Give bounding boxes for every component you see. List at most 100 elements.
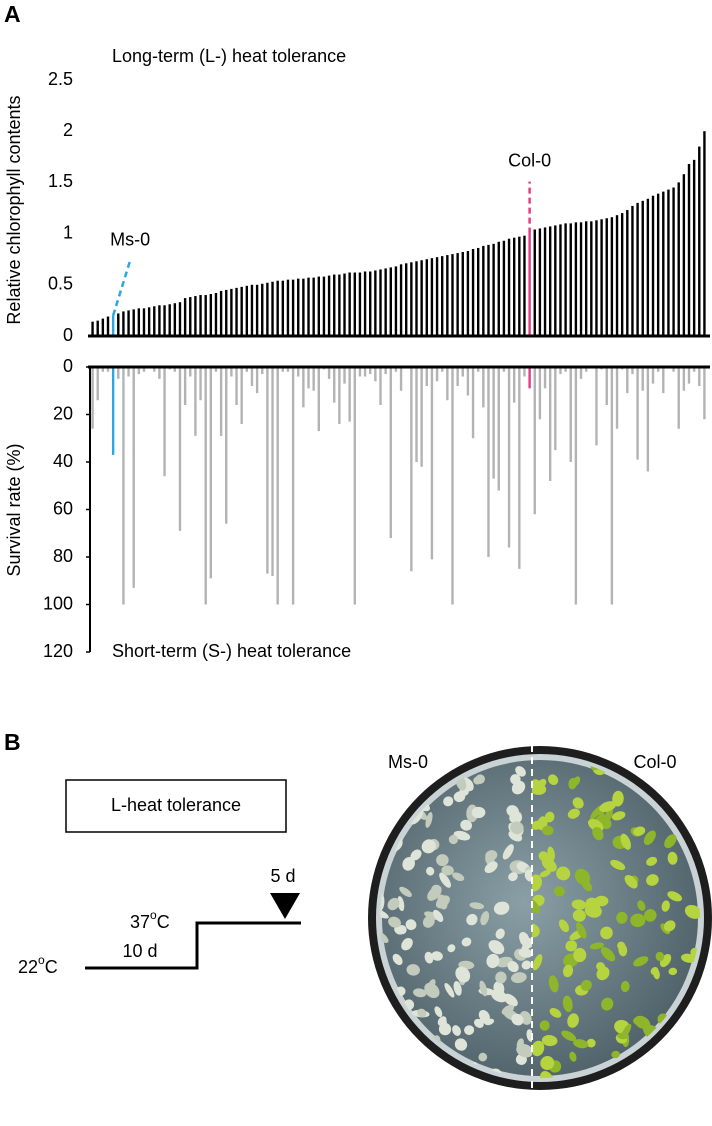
seedling-leaf — [495, 971, 507, 984]
seedling-leaf — [652, 968, 660, 980]
seedling-leaf — [539, 869, 551, 878]
y-tick-label: 2 — [63, 120, 73, 140]
seedling-leaf — [639, 1073, 655, 1078]
bar — [482, 367, 485, 408]
bar — [286, 279, 290, 336]
bar — [199, 295, 202, 336]
bar — [369, 367, 372, 375]
seedling-leaf — [588, 903, 602, 915]
seedling-leaf — [410, 809, 424, 825]
annotation: Col-0 — [508, 150, 551, 170]
bar — [502, 367, 506, 372]
plate-photo: Ms-0 Col-0 — [368, 745, 712, 1092]
temp-unit: C — [157, 912, 170, 932]
bar — [497, 241, 500, 336]
seedling-leaf — [665, 1044, 684, 1058]
bar — [147, 307, 151, 336]
seedling-leaf — [501, 1004, 515, 1015]
bar — [574, 222, 578, 336]
seedling-leaf — [447, 944, 456, 953]
bar — [266, 367, 269, 574]
bar — [312, 367, 315, 391]
y-tick-label: 60 — [53, 498, 73, 518]
seedling-leaf — [547, 846, 555, 862]
bar — [137, 308, 141, 336]
bar — [456, 367, 459, 386]
seedling-leaf — [580, 979, 592, 992]
bar — [91, 367, 94, 429]
bar — [250, 367, 254, 386]
seedling-leaf — [680, 1030, 693, 1040]
bar — [492, 367, 495, 479]
y-tick-label: 100 — [43, 593, 73, 613]
seedling-leaf — [380, 931, 389, 943]
bar — [620, 213, 624, 336]
bar — [240, 286, 243, 336]
seedling-leaf — [388, 916, 401, 928]
bar — [415, 261, 418, 336]
seedling-leaf — [484, 861, 498, 874]
bar — [579, 222, 583, 336]
protocol-box — [65, 779, 287, 833]
bar — [389, 267, 392, 336]
bar — [554, 225, 557, 336]
seedling-leaf — [562, 995, 573, 1013]
bar — [358, 367, 362, 377]
seedling-leaf — [441, 865, 454, 876]
bar — [214, 367, 218, 372]
seedling-leaf — [650, 771, 661, 778]
bar — [261, 367, 264, 375]
y-axis-label: Relative chlorophyll contents — [4, 95, 24, 324]
bar — [245, 285, 249, 336]
bar — [410, 367, 413, 572]
bar — [528, 367, 531, 389]
seedling-leaf — [452, 872, 465, 882]
bar — [297, 278, 300, 336]
high-temp: 37oC — [130, 908, 170, 932]
bar — [615, 367, 619, 429]
temp-degree: o — [150, 908, 157, 922]
seedling-leaf — [510, 821, 524, 835]
y-tick-label: 1.5 — [48, 171, 73, 191]
bar — [451, 254, 454, 336]
bar — [626, 367, 629, 394]
high-duration: 5 d — [270, 866, 295, 886]
seedling-leaf — [507, 960, 519, 973]
bar — [389, 367, 392, 538]
bar — [219, 290, 223, 336]
seedling-leaf — [567, 1013, 579, 1028]
bar — [101, 367, 105, 372]
bar — [466, 251, 470, 336]
bar — [168, 304, 171, 336]
bar — [384, 367, 387, 375]
seedling-leaf — [624, 875, 638, 889]
seedling-leaf — [532, 954, 543, 971]
bar — [122, 367, 125, 605]
bar — [441, 256, 444, 336]
temperature-step — [85, 921, 301, 970]
seedling-leaf — [392, 953, 403, 966]
bar — [435, 367, 439, 382]
seedling-leaf — [486, 953, 500, 969]
seedling-leaf — [443, 796, 454, 807]
seedling-leaf — [541, 1035, 558, 1047]
bar — [276, 367, 279, 605]
seedling-leaf — [510, 774, 521, 785]
bar — [363, 367, 367, 377]
seedling-leaf — [387, 1046, 401, 1055]
bar — [333, 367, 336, 403]
seedling-leaf — [480, 911, 490, 926]
seedling-leaf — [433, 909, 444, 922]
bar — [564, 367, 567, 372]
bar — [225, 289, 228, 336]
bar — [672, 367, 675, 372]
bar — [703, 131, 706, 336]
bar — [662, 367, 665, 394]
bar — [101, 318, 105, 336]
seedling-leaf — [493, 981, 505, 996]
bar — [132, 309, 135, 336]
seedling-leaf — [674, 1059, 685, 1070]
bar — [569, 223, 572, 336]
bar — [158, 367, 161, 379]
bar — [338, 274, 341, 336]
